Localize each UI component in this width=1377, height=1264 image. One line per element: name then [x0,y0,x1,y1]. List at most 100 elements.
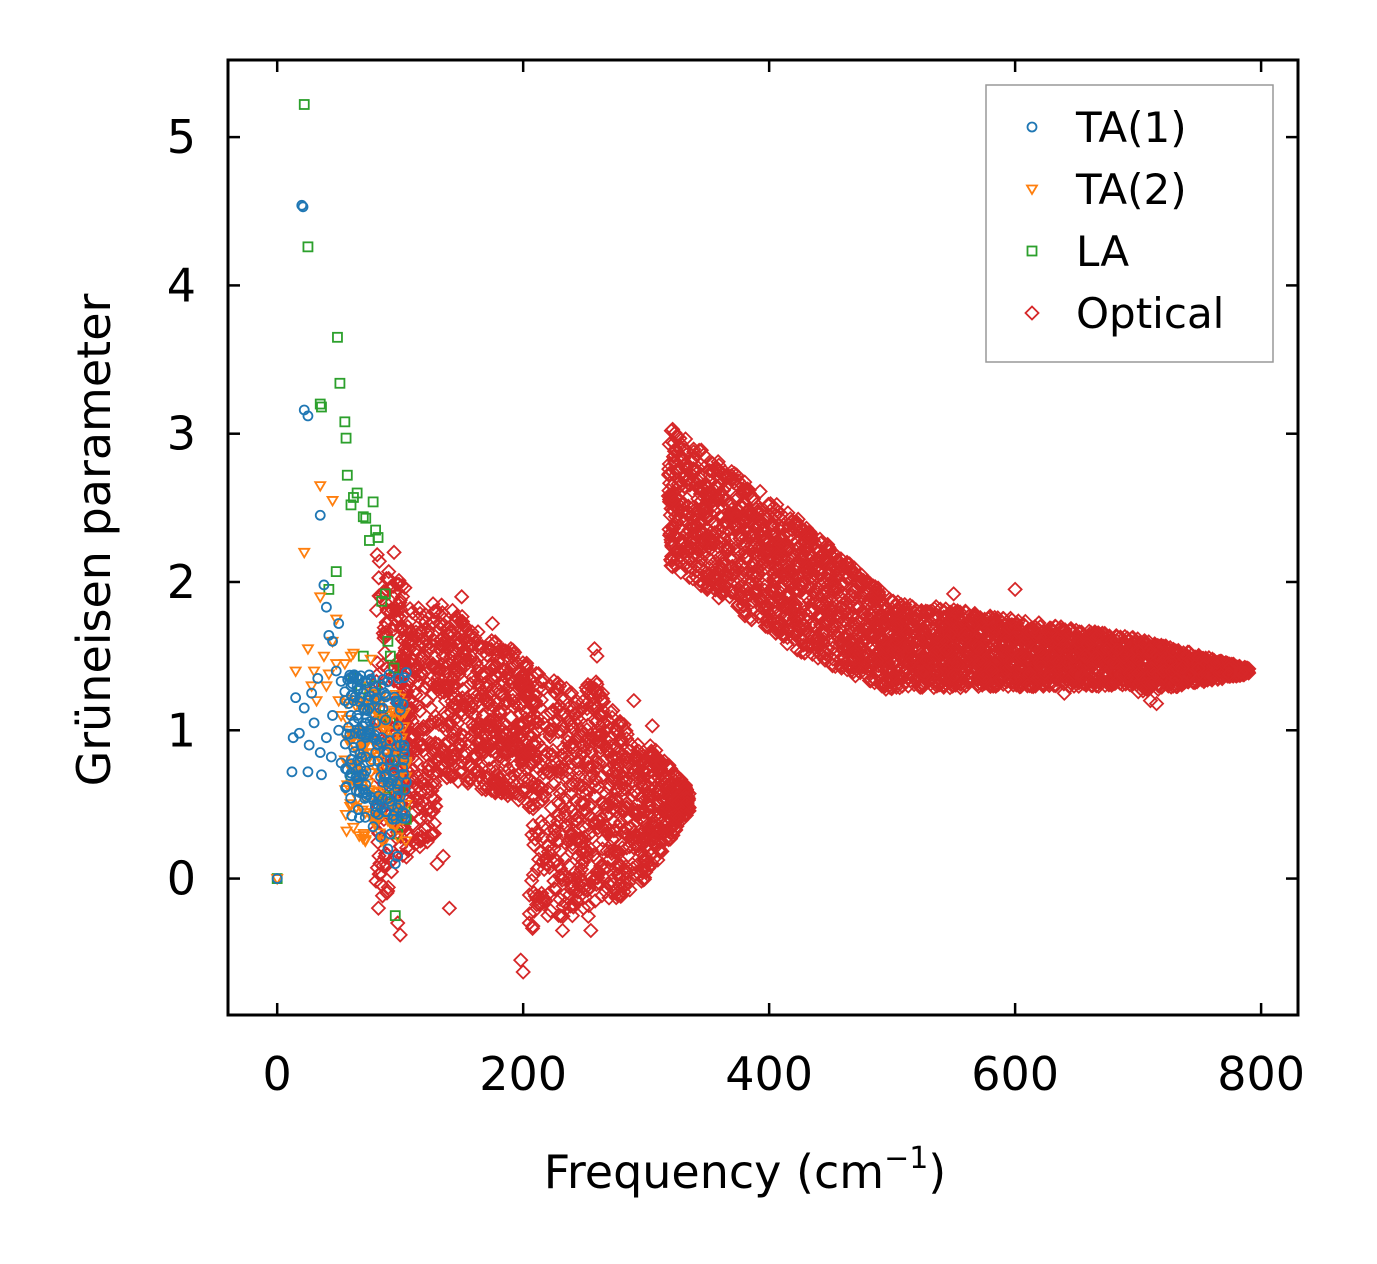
optical-point [852,664,869,681]
optical-point [545,776,562,793]
optical-point [1007,672,1024,688]
optical-point [556,750,573,766]
optical-point [583,869,599,886]
optical-point [613,746,630,763]
optical-point [602,843,619,859]
optical-point [671,810,687,826]
optical-point [502,769,519,785]
optical-point [979,642,995,659]
optical-point [378,624,394,641]
optical-point [550,712,567,729]
optical-point [587,869,604,886]
optical-point [546,873,562,889]
optical-point [674,774,690,791]
optical-point [620,847,637,863]
optical-point [1046,677,1062,694]
optical-point [481,635,498,651]
optical-point [599,843,615,859]
optical-point [661,820,677,836]
optical-point [984,626,1001,642]
optical-point [644,855,660,872]
optical-point [1075,634,1092,650]
optical-point [526,726,543,743]
optical-point [710,500,726,517]
optical-point [999,673,1015,690]
optical-point [901,635,918,652]
optical-point [716,578,733,595]
optical-point [833,660,850,676]
optical-point [534,792,551,808]
optical-point [595,832,611,849]
optical-point [579,882,596,899]
optical-point [681,521,697,538]
optical-point [929,630,946,646]
optical-point [935,676,952,693]
optical-point [535,828,551,845]
optical-point [527,789,544,805]
optical-point [687,568,704,584]
optical-point [631,803,648,820]
optical-point [745,593,762,609]
optical-point [511,665,528,682]
optical-point [571,865,587,881]
optical-point [632,775,649,791]
optical-point [448,660,464,676]
optical-point [557,808,573,825]
optical-point [723,467,740,484]
optical-point [755,562,772,578]
optical-point [589,851,605,868]
optical-point [638,789,655,806]
optical-point [961,665,977,681]
optical-point [747,519,764,536]
optical-point [656,801,672,818]
optical-point [667,425,683,441]
optical-point [708,560,725,577]
optical-point [577,744,593,760]
optical-point [997,624,1013,640]
optical-point [639,826,656,842]
optical-point [1037,634,1054,650]
optical-point [743,611,760,628]
optical-point [409,697,426,714]
optical-point [945,610,962,626]
optical-point [450,692,467,708]
optical-point [459,633,476,649]
optical-point [688,563,704,579]
optical-point [557,850,573,867]
optical-point [506,722,523,739]
optical-point [543,722,559,738]
optical-point [1106,654,1122,670]
optical-point [980,611,997,627]
optical-point [608,720,625,737]
optical-point [590,819,606,836]
optical-point [950,656,966,672]
optical-point [759,597,775,613]
optical-point [750,608,767,625]
optical-point [950,667,966,684]
optical-point [844,619,860,636]
optical-point [486,782,502,799]
optical-point [826,645,842,661]
optical-point [587,893,603,909]
optical-point [821,559,838,576]
optical-point [668,542,685,558]
optical-point [469,761,485,778]
optical-point [430,664,446,681]
optical-point [394,631,411,647]
optical-point [505,774,521,790]
optical-point [792,569,808,585]
optical-point [725,504,741,521]
optical-point [833,589,850,606]
optical-point [1070,665,1087,682]
optical-point [654,754,670,771]
optical-point [566,706,583,722]
optical-point [888,658,904,675]
optical-point [542,766,559,783]
optical-point [796,627,812,643]
optical-point [1090,678,1107,695]
optical-point [660,759,677,775]
optical-point [495,642,511,658]
optical-point [713,578,730,595]
optical-point [417,821,434,838]
optical-point [803,604,820,621]
